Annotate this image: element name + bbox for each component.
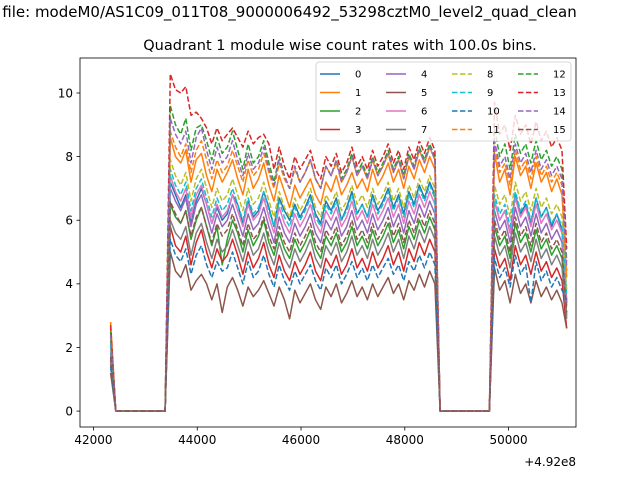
y-tick-label: 2 (65, 341, 73, 355)
legend-item: 11 (452, 125, 500, 136)
y-tick-label: 0 (65, 404, 73, 418)
x-tick-label: 42000 (74, 433, 112, 447)
legend-frame (315, 61, 572, 142)
series-line-15 (109, 200, 568, 412)
legend-item: 15 (518, 125, 566, 136)
legend-label: 0 (355, 70, 361, 81)
x-tick-label: 50000 (489, 433, 527, 447)
plot-area-frame (79, 57, 577, 428)
legend-label: 11 (487, 125, 500, 136)
x-axis-offset-text: +4.92e8 (524, 455, 576, 469)
series-line-4 (109, 187, 568, 412)
series-line-6 (109, 174, 568, 412)
legend-item: 14 (518, 107, 566, 118)
legend-item: 2 (320, 107, 361, 118)
series-line-8 (109, 159, 568, 412)
legend-item: 0 (320, 70, 361, 81)
legend-item: 5 (386, 88, 427, 99)
legend-item: 7 (386, 125, 427, 136)
y-tick-label: 4 (65, 277, 73, 291)
x-axis: 42000 44000 46000 48000 50000 (74, 427, 528, 447)
y-axis: 0 2 4 6 8 10 (58, 86, 80, 418)
legend-label: 5 (421, 88, 427, 99)
legend-item: 6 (386, 107, 427, 118)
legend-label: 15 (553, 125, 566, 136)
series-line-7 (109, 219, 568, 412)
chart-title: Quadrant 1 module wise count rates with … (143, 38, 537, 54)
series-line-9 (109, 168, 568, 412)
x-tick-label: 48000 (386, 433, 424, 447)
series-line-2 (109, 203, 568, 412)
legend-item: 13 (518, 88, 566, 99)
legend-label: 8 (487, 70, 493, 81)
legend-label: 2 (355, 107, 361, 118)
y-tick-label: 8 (65, 150, 73, 164)
series-line-1 (109, 136, 568, 412)
legend-label: 14 (553, 107, 566, 118)
legend-label: 13 (553, 88, 566, 99)
figure-suptitle: n file: modeM0/AS1C09_011T08_9000006492_… (0, 3, 577, 22)
legend-label: 1 (355, 88, 361, 99)
legend-label: 9 (487, 88, 493, 99)
legend-item: 9 (452, 88, 493, 99)
series-line-5 (109, 251, 568, 412)
series-line-13 (109, 73, 568, 412)
series-line-10 (109, 238, 568, 412)
legend-label: 4 (421, 70, 427, 81)
legend-label: 7 (421, 125, 427, 136)
legend-label: 6 (421, 107, 427, 118)
series-line-3 (109, 225, 568, 412)
legend-item: 12 (518, 70, 566, 81)
legend-item: 10 (452, 107, 500, 118)
legend-label: 3 (355, 125, 361, 136)
legend-label: 10 (487, 107, 500, 118)
legend-label: 12 (553, 70, 566, 81)
legend-item: 3 (320, 125, 361, 136)
x-tick-label: 46000 (282, 433, 320, 447)
series-line-14 (109, 117, 568, 412)
x-tick-label: 44000 (178, 433, 216, 447)
series-line-11 (109, 130, 568, 412)
y-tick-label: 6 (65, 214, 73, 228)
series-layer (109, 73, 568, 412)
legend-item: 8 (452, 70, 493, 81)
y-tick-label: 10 (58, 86, 73, 100)
legend-item: 4 (386, 70, 427, 81)
legend-item: 1 (320, 88, 361, 99)
